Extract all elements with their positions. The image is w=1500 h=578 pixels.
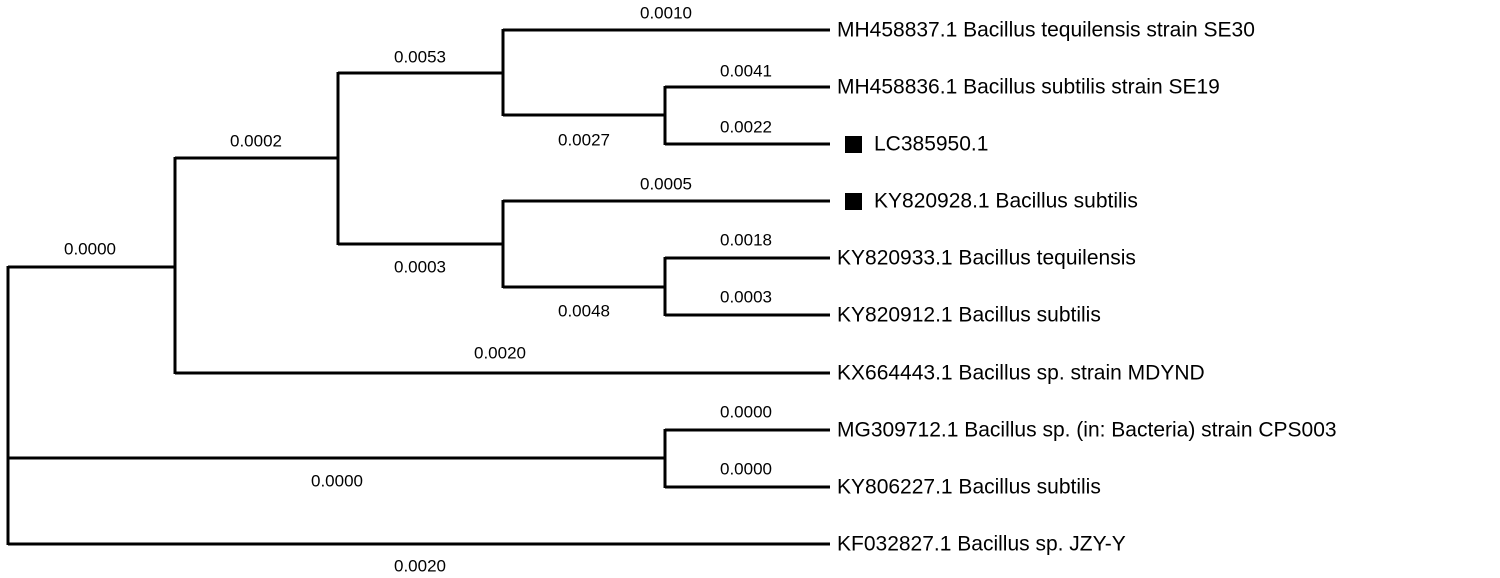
- branch-length: 0.0022: [720, 117, 772, 136]
- branch-length: 0.0000: [64, 239, 116, 258]
- leaf-label: MG309712.1 Bacillus sp. (in: Bacteria) s…: [837, 419, 1337, 442]
- branch-length: 0.0000: [720, 402, 772, 421]
- branch-length: 0.0002: [230, 131, 282, 150]
- leaf-label: LC385950.1: [874, 133, 988, 156]
- leaf-label: KX664443.1 Bacillus sp. strain MDYND: [837, 362, 1205, 385]
- marker: [845, 193, 862, 210]
- branch-length: 0.0027: [558, 130, 610, 149]
- leaf-label: KY806227.1 Bacillus subtilis: [837, 476, 1101, 499]
- branch-length: 0.0005: [640, 174, 692, 193]
- branch-length: 0.0053: [394, 47, 446, 66]
- leaf-label: MH458836.1 Bacillus subtilis strain SE19: [837, 76, 1220, 99]
- leaf-labels: MH458837.1 Bacillus tequilensis strain S…: [837, 19, 1337, 556]
- branch-length: 0.0048: [558, 301, 610, 320]
- branch-length: 0.0000: [720, 459, 772, 478]
- leaf-label: KY820928.1 Bacillus subtilis: [874, 190, 1138, 213]
- branch-length: 0.0003: [394, 257, 446, 276]
- leaf-label: MH458837.1 Bacillus tequilensis strain S…: [837, 19, 1255, 42]
- branch-length: 0.0010: [640, 3, 692, 22]
- leaf-label: KY820912.1 Bacillus subtilis: [837, 304, 1101, 327]
- branch-length: 0.0020: [394, 556, 446, 575]
- leaf-label: KF032827.1 Bacillus sp. JZY-Y: [837, 533, 1126, 556]
- branch-length: 0.0041: [720, 61, 772, 80]
- tree-branches: [6, 28, 830, 546]
- branch-lengths: 0.0010 0.0053 0.0041 0.0027 0.0022 0.000…: [64, 3, 772, 575]
- marker: [845, 136, 862, 153]
- branch-length: 0.0018: [720, 230, 772, 249]
- branch-length: 0.0020: [474, 343, 526, 362]
- branch-length: 0.0003: [720, 287, 772, 306]
- leaf-label: KY820933.1 Bacillus tequilensis: [837, 247, 1136, 270]
- branch-length: 0.0000: [311, 471, 363, 490]
